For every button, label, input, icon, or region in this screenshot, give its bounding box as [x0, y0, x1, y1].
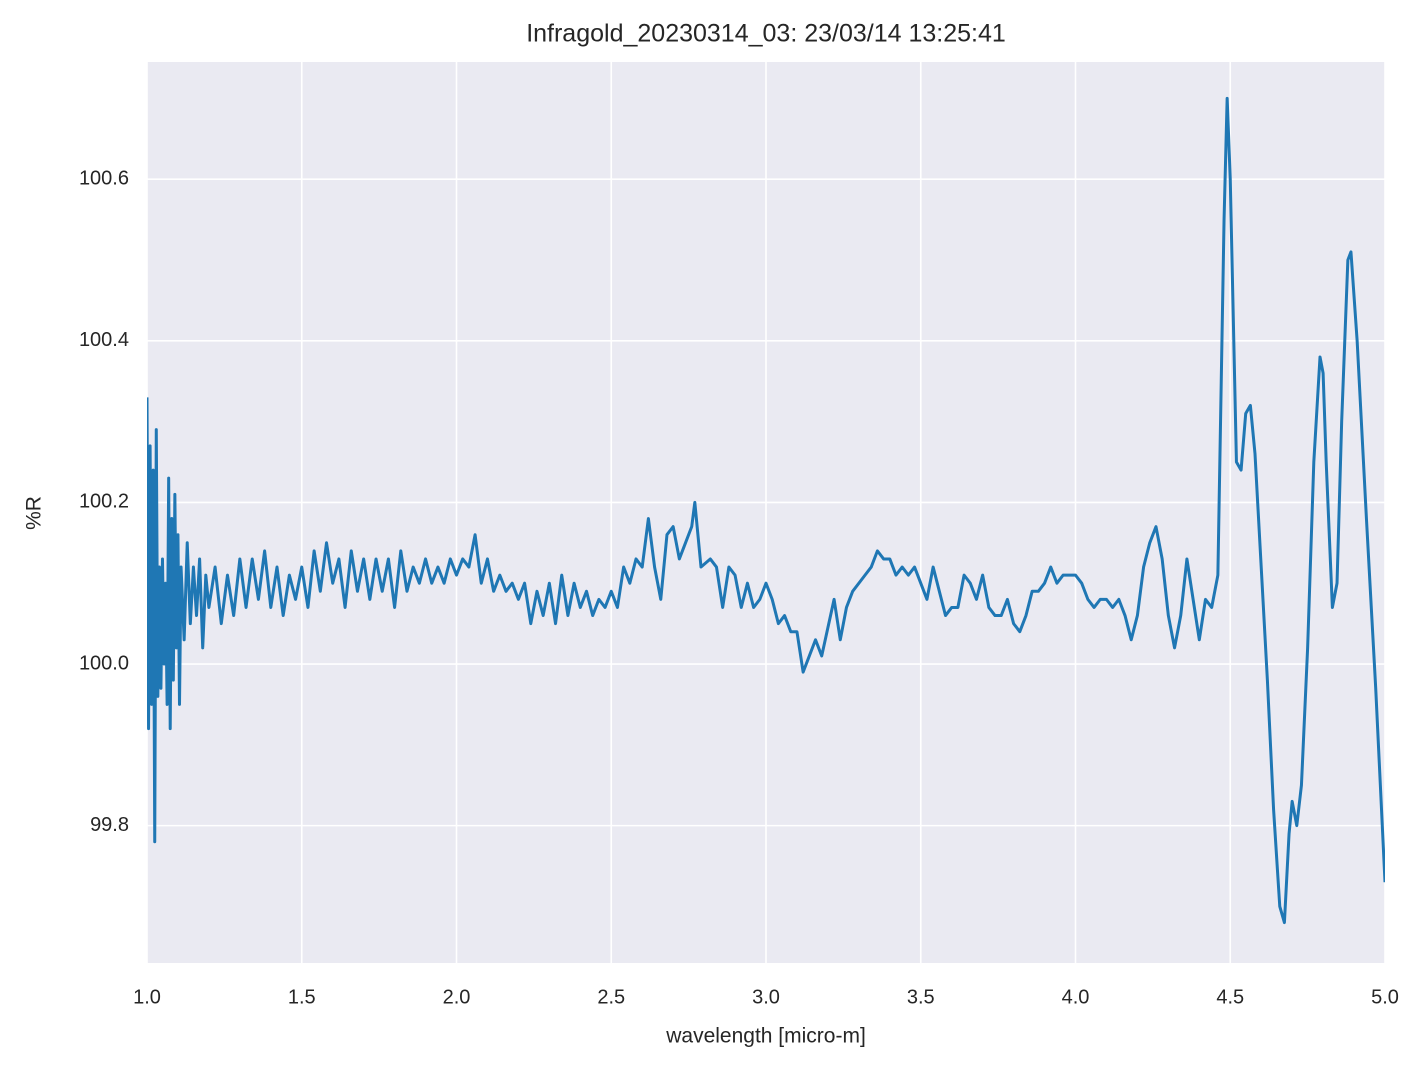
y-tick-label: 100.0 — [79, 652, 129, 674]
y-tick-label: 100.6 — [79, 167, 129, 189]
x-tick-label: 1.0 — [133, 986, 161, 1008]
x-tick-label: 3.0 — [752, 986, 780, 1008]
x-tick-label: 2.5 — [597, 986, 625, 1008]
y-tick-label: 100.2 — [79, 491, 129, 513]
x-tick-label: 3.5 — [907, 986, 935, 1008]
chart-title: Infragold_20230314_03: 23/03/14 13:25:41 — [526, 20, 1006, 48]
data-line — [147, 96, 1385, 925]
y-axis-label: %R — [23, 496, 46, 530]
x-tick-label: 5.0 — [1371, 986, 1399, 1008]
x-tick-label: 1.5 — [288, 986, 316, 1008]
x-tick-label: 4.0 — [1062, 986, 1090, 1008]
x-tick-label: 2.0 — [443, 986, 471, 1008]
y-tick-label: 99.8 — [90, 814, 129, 836]
x-tick-label: 4.5 — [1216, 986, 1244, 1008]
y-tick-label: 100.4 — [79, 329, 129, 351]
x-axis-label: wavelength [micro-m] — [665, 1025, 866, 1048]
